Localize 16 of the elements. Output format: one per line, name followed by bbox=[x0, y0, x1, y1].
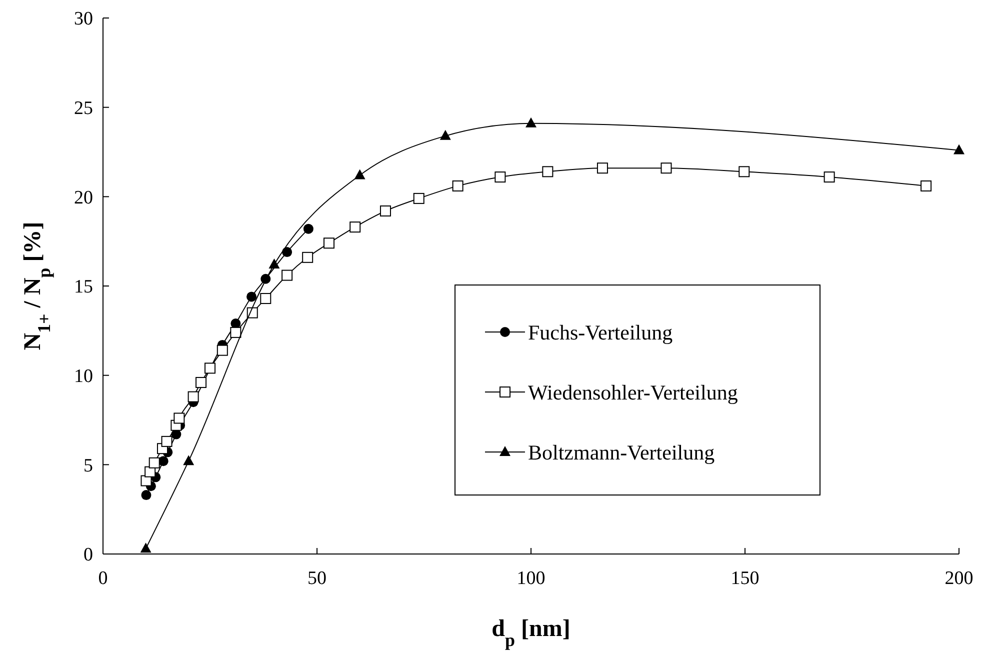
x-tick-label: 0 bbox=[98, 568, 108, 589]
y-tick-label: 25 bbox=[74, 98, 93, 119]
x-axis-title: d$_{p}$ [nm] bbox=[492, 616, 570, 650]
x-tick-label: 50 bbox=[308, 568, 326, 589]
legend-label: Wiedensohler-Verteilung bbox=[528, 380, 738, 404]
y-tick-label: 20 bbox=[74, 187, 93, 208]
y-tick-label: 0 bbox=[84, 544, 93, 566]
y-tick-label: 15 bbox=[74, 276, 93, 298]
x-tick-label: 150 bbox=[730, 568, 760, 589]
y-tick-label: 5 bbox=[84, 455, 93, 476]
y-tick-label: 10 bbox=[74, 366, 93, 387]
legend-label: Boltzmann-Verteilung bbox=[528, 440, 716, 464]
x-tick-label: 100 bbox=[516, 568, 546, 589]
y-tick-label: 30 bbox=[74, 8, 93, 30]
legend-label: Fuchs-Verteilung bbox=[528, 320, 674, 344]
x-tick-label: 200 bbox=[944, 568, 974, 589]
